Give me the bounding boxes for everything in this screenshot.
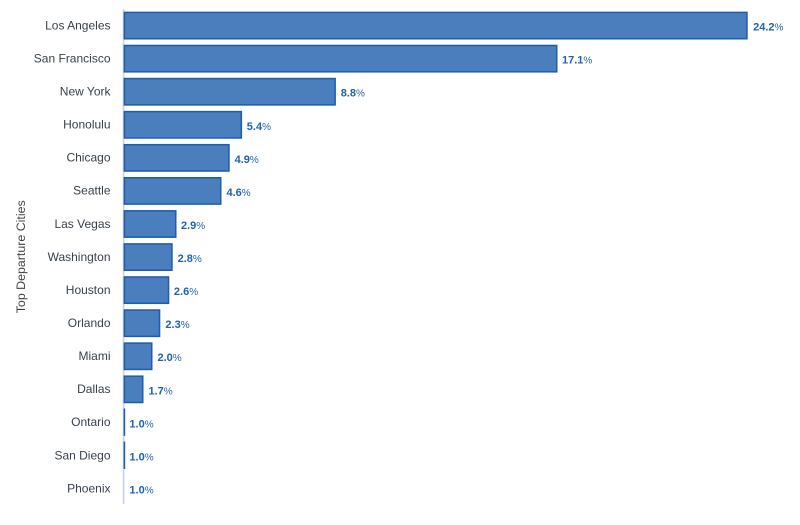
svg-text:Honolulu: Honolulu	[63, 118, 110, 132]
svg-text:24.2%: 24.2%	[753, 22, 783, 34]
svg-text:San Diego: San Diego	[54, 448, 110, 462]
svg-text:1.0%: 1.0%	[129, 418, 153, 430]
svg-text:Phoenix: Phoenix	[67, 481, 110, 495]
svg-text:2.0%: 2.0%	[158, 352, 182, 364]
svg-text:Top Departure Cities: Top Departure Cities	[14, 200, 28, 313]
svg-text:2.8%: 2.8%	[178, 253, 202, 265]
svg-text:8.8%: 8.8%	[341, 88, 365, 100]
svg-text:2.6%: 2.6%	[174, 286, 198, 298]
svg-text:1.0%: 1.0%	[129, 452, 153, 464]
svg-text:Chicago: Chicago	[66, 151, 110, 165]
svg-text:Orlando: Orlando	[68, 316, 111, 330]
svg-text:New York: New York	[60, 85, 112, 99]
svg-text:Miami: Miami	[79, 349, 111, 363]
svg-text:4.9%: 4.9%	[235, 154, 259, 166]
svg-text:4.6%: 4.6%	[227, 187, 251, 199]
svg-text:Seattle: Seattle	[73, 184, 111, 198]
svg-text:Washington: Washington	[48, 250, 111, 264]
svg-text:17.1%: 17.1%	[562, 55, 592, 67]
svg-text:Houston: Houston	[66, 283, 111, 297]
svg-text:1.0%: 1.0%	[129, 485, 153, 497]
svg-text:Los Angeles: Los Angeles	[45, 18, 110, 32]
svg-text:San Francisco: San Francisco	[34, 51, 111, 65]
svg-text:Las Vegas: Las Vegas	[54, 217, 110, 231]
svg-text:1.7%: 1.7%	[149, 385, 173, 397]
svg-text:5.4%: 5.4%	[247, 121, 271, 133]
svg-text:2.9%: 2.9%	[181, 220, 205, 232]
svg-text:Ontario: Ontario	[71, 415, 111, 429]
svg-text:2.3%: 2.3%	[165, 319, 189, 331]
svg-text:Dallas: Dallas	[77, 382, 110, 396]
